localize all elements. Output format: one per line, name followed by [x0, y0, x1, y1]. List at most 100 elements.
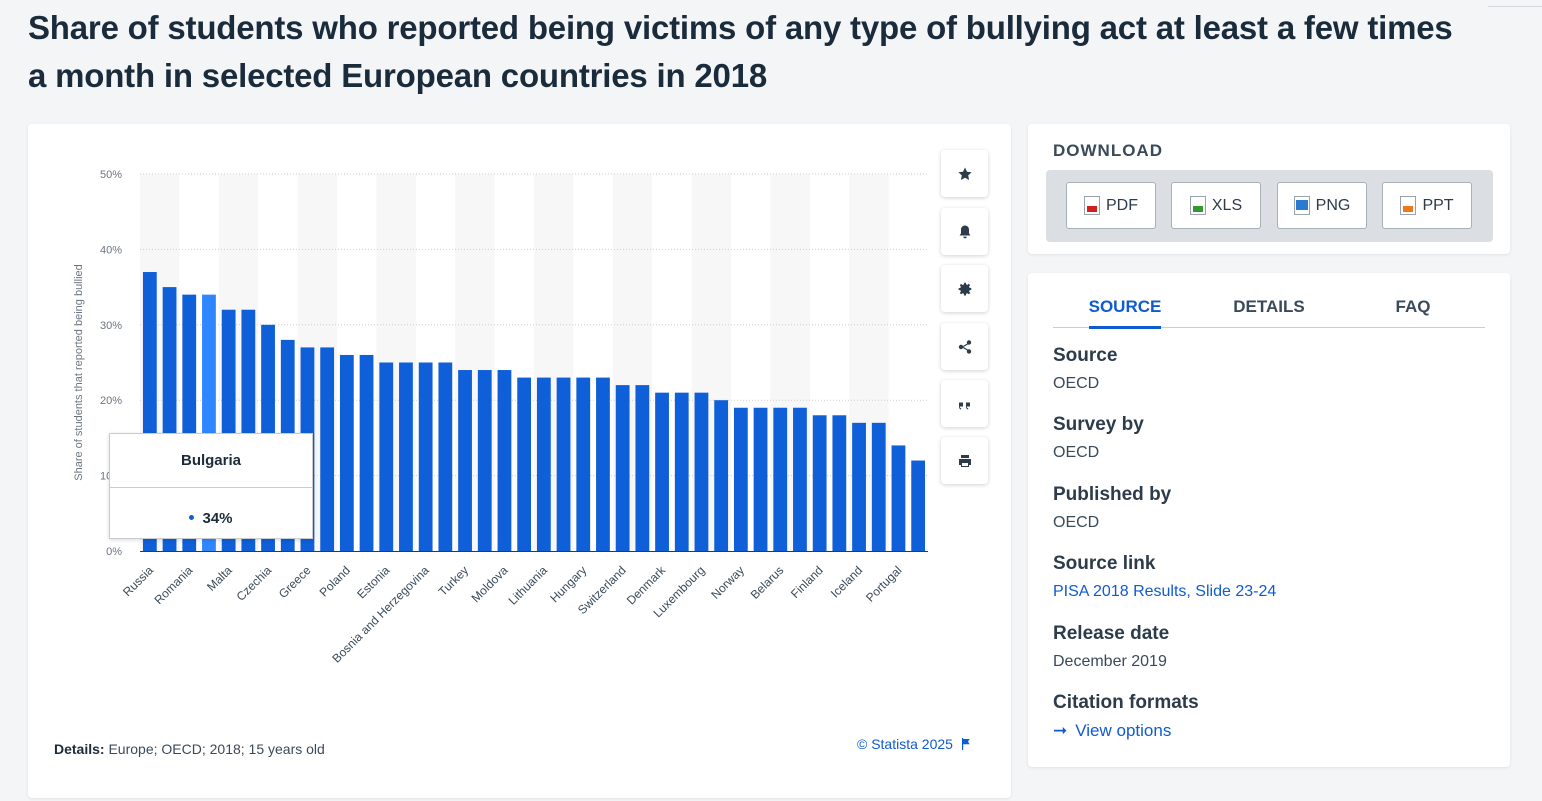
- x-tick-label: Greece: [276, 563, 314, 601]
- tooltip-value-row: 34%: [110, 510, 312, 527]
- download-card: DOWNLOAD PDF XLS PNG PPT: [1028, 124, 1510, 254]
- chart-details: Details: Europe; OECD; 2018; 15 years ol…: [54, 741, 325, 757]
- release-date-value: December 2019: [1053, 653, 1167, 670]
- bar-portugal: [891, 445, 906, 551]
- chart-card: 0%10%20%30%40%50%Share of students that …: [28, 124, 1011, 798]
- source-link-label: Source link: [1053, 553, 1156, 574]
- notification-button[interactable]: [941, 208, 988, 255]
- download-ppt-button[interactable]: PPT: [1382, 182, 1472, 229]
- bar-norway: [733, 407, 748, 551]
- bar-turkey: [458, 370, 472, 551]
- bar-montenegro: [793, 407, 807, 551]
- bar-moldova: [497, 370, 512, 551]
- bar-estonia: [379, 362, 394, 551]
- x-tick-label: Belarus: [748, 563, 787, 602]
- info-card: SOURCE DETAILS FAQ Source OECD Survey by…: [1028, 273, 1510, 767]
- bar-spain: [674, 392, 689, 551]
- share-icon: [958, 339, 971, 354]
- gear-icon: [958, 282, 971, 295]
- view-options-label: View options: [1075, 721, 1172, 740]
- x-tick-label: Romania: [152, 563, 196, 607]
- source-link[interactable]: PISA 2018 Results, Slide 23-24: [1053, 583, 1277, 600]
- x-tick-label: Norway: [708, 563, 747, 602]
- download-pdf-button[interactable]: PDF: [1066, 182, 1156, 229]
- y-tick-label: 20%: [100, 395, 122, 407]
- bar-belarus: [773, 407, 788, 551]
- tooltip-divider: [110, 487, 312, 488]
- bar-netherlands: [911, 460, 926, 551]
- download-buttons: PDF XLS PNG PPT: [1046, 170, 1493, 242]
- download-png-label: PNG: [1315, 196, 1351, 214]
- download-title: DOWNLOAD: [1053, 141, 1163, 160]
- statista-credit[interactable]: © Statista 2025: [857, 736, 971, 752]
- settings-button[interactable]: [941, 265, 988, 312]
- y-tick-label: 30%: [100, 320, 122, 332]
- bar-belgium: [359, 354, 374, 551]
- x-tick-label: Poland: [317, 563, 353, 599]
- tab-source[interactable]: SOURCE: [1053, 297, 1197, 329]
- x-tick-label: Portugal: [863, 563, 905, 605]
- bar-italy: [635, 385, 650, 551]
- png-file-icon: [1293, 196, 1310, 215]
- bar-chart: 0%10%20%30%40%50%Share of students that …: [73, 169, 928, 666]
- ppt-file-icon: [1400, 196, 1417, 215]
- divider: [1488, 6, 1542, 7]
- bar-sweden: [753, 407, 768, 551]
- citation-label: Citation formats: [1053, 692, 1199, 713]
- series-dot-icon: [189, 514, 195, 520]
- x-tick-label: Russia: [120, 563, 156, 599]
- flag-icon: [961, 738, 970, 750]
- download-png-button[interactable]: PNG: [1277, 182, 1367, 229]
- y-tick-label: 0%: [106, 546, 122, 558]
- bell-icon: [959, 225, 970, 238]
- bar-hungary: [576, 377, 591, 551]
- x-tick-label: Finland: [788, 563, 826, 601]
- bar-poland: [339, 354, 354, 551]
- bar-bosnia-and-herzegovina: [418, 362, 433, 551]
- bar-france: [399, 362, 413, 551]
- survey-value: OECD: [1053, 444, 1100, 461]
- bar-albania: [477, 370, 492, 551]
- x-tick-label: Estonia: [354, 563, 392, 601]
- bar-switzerland: [615, 385, 630, 551]
- bar-luxembourg: [694, 392, 709, 551]
- print-button[interactable]: [941, 437, 988, 484]
- bar-denmark: [655, 392, 669, 551]
- source-value: OECD: [1053, 375, 1100, 392]
- x-tick-label: Iceland: [828, 563, 865, 600]
- tooltip-title: Bulgaria: [180, 452, 241, 469]
- download-xls-button[interactable]: XLS: [1171, 182, 1261, 229]
- bar-ukraine: [320, 347, 335, 551]
- tab-faq[interactable]: FAQ: [1395, 297, 1431, 316]
- arrow-right-icon: ➞: [1053, 721, 1068, 740]
- x-tick-label: Lithuania: [506, 563, 551, 608]
- x-tick-label: Turkey: [436, 563, 472, 599]
- y-axis-title: Share of students that reported being bu…: [73, 264, 85, 480]
- survey-label: Survey by: [1053, 414, 1144, 435]
- share-button[interactable]: [941, 323, 988, 370]
- quote-icon: [958, 402, 970, 409]
- favorite-button[interactable]: [941, 150, 988, 197]
- info-tabs: SOURCE DETAILS FAQ: [1053, 297, 1485, 329]
- credit-text: © Statista 2025: [857, 736, 953, 752]
- details-label: Details:: [54, 741, 105, 757]
- bar-germany: [596, 377, 610, 551]
- details-text: Europe; OECD; 2018; 15 years old: [108, 741, 325, 757]
- view-options-link[interactable]: ➞ View options: [1053, 721, 1171, 741]
- x-tick-label: Malta: [204, 563, 235, 594]
- download-ppt-label: PPT: [1422, 196, 1454, 214]
- y-tick-label: 40%: [100, 244, 122, 256]
- bar-ireland: [871, 422, 886, 551]
- x-tick-label: Czechia: [234, 563, 275, 604]
- download-pdf-label: PDF: [1106, 196, 1138, 214]
- bar-iceland: [852, 422, 866, 551]
- x-tick-label: Moldova: [469, 563, 511, 605]
- tab-details[interactable]: DETAILS: [1233, 297, 1305, 316]
- bar-finland: [812, 415, 827, 551]
- bar-georgia: [832, 415, 847, 551]
- cite-button[interactable]: [941, 380, 988, 427]
- download-xls-label: XLS: [1211, 196, 1243, 214]
- bar-croatia: [714, 400, 729, 551]
- bar-serbia: [438, 362, 453, 551]
- published-label: Published by: [1053, 484, 1172, 505]
